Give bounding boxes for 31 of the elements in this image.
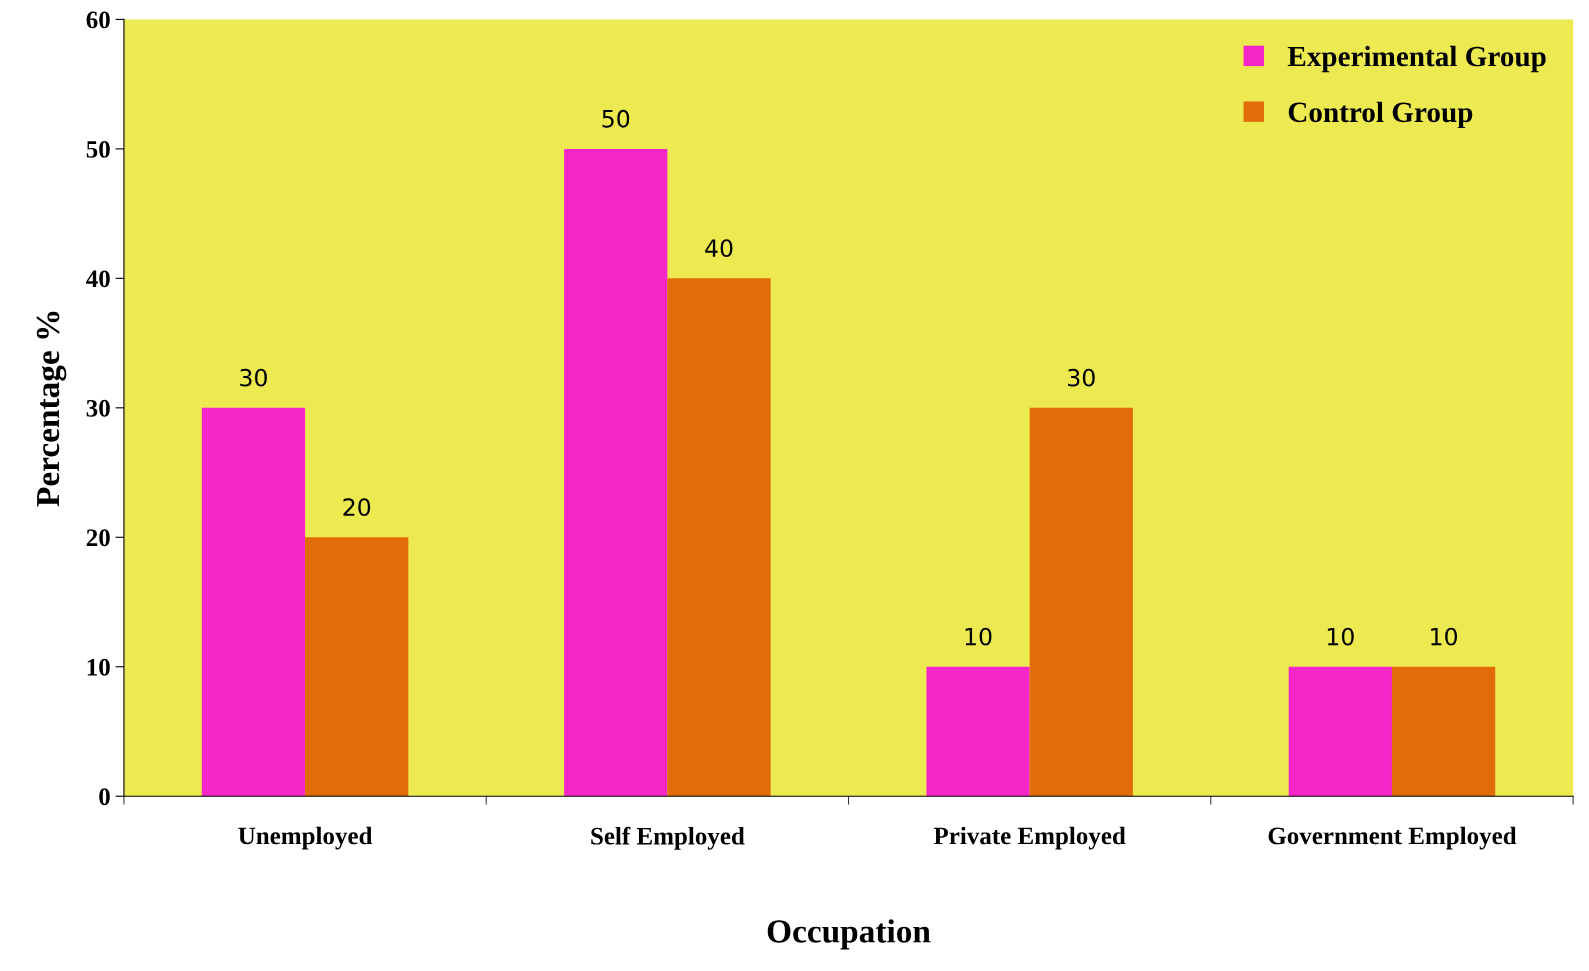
data-label: 50 xyxy=(602,109,630,128)
x-tick-label: Unemployed xyxy=(238,826,373,850)
x-axis-title: Occupation xyxy=(767,919,931,950)
bar xyxy=(1029,407,1133,797)
bar xyxy=(667,278,771,797)
legend-label: Control Group xyxy=(1288,101,1473,129)
data-label: 30 xyxy=(240,368,267,387)
data-label: 10 xyxy=(1431,627,1458,646)
y-tick-label: 40 xyxy=(86,270,110,288)
bar xyxy=(305,537,409,797)
legend-label: Experimental Group xyxy=(1287,45,1546,73)
data-label: 20 xyxy=(343,498,371,517)
data-label: 40 xyxy=(705,239,733,258)
y-tick-label: 50 xyxy=(86,140,110,158)
x-tick-label: Private Employed xyxy=(933,826,1126,850)
y-tick-label: 0 xyxy=(99,788,110,806)
y-tick-label: 20 xyxy=(86,529,110,547)
bar xyxy=(201,407,306,797)
x-tick-label: Government Employed xyxy=(1268,826,1517,850)
bar xyxy=(564,148,668,797)
bar xyxy=(926,666,1030,797)
data-label: 10 xyxy=(1327,627,1354,646)
data-label: 30 xyxy=(1068,368,1095,387)
bar xyxy=(1391,666,1496,797)
y-tick-label: 60 xyxy=(86,11,110,29)
x-tick-label: Self Employed xyxy=(591,826,745,850)
y-tick-label: 30 xyxy=(86,399,110,417)
bar xyxy=(1288,666,1392,797)
y-axis-title: Percentage % xyxy=(36,311,67,507)
y-tick-label: 10 xyxy=(87,658,110,676)
data-label: 10 xyxy=(965,627,992,646)
